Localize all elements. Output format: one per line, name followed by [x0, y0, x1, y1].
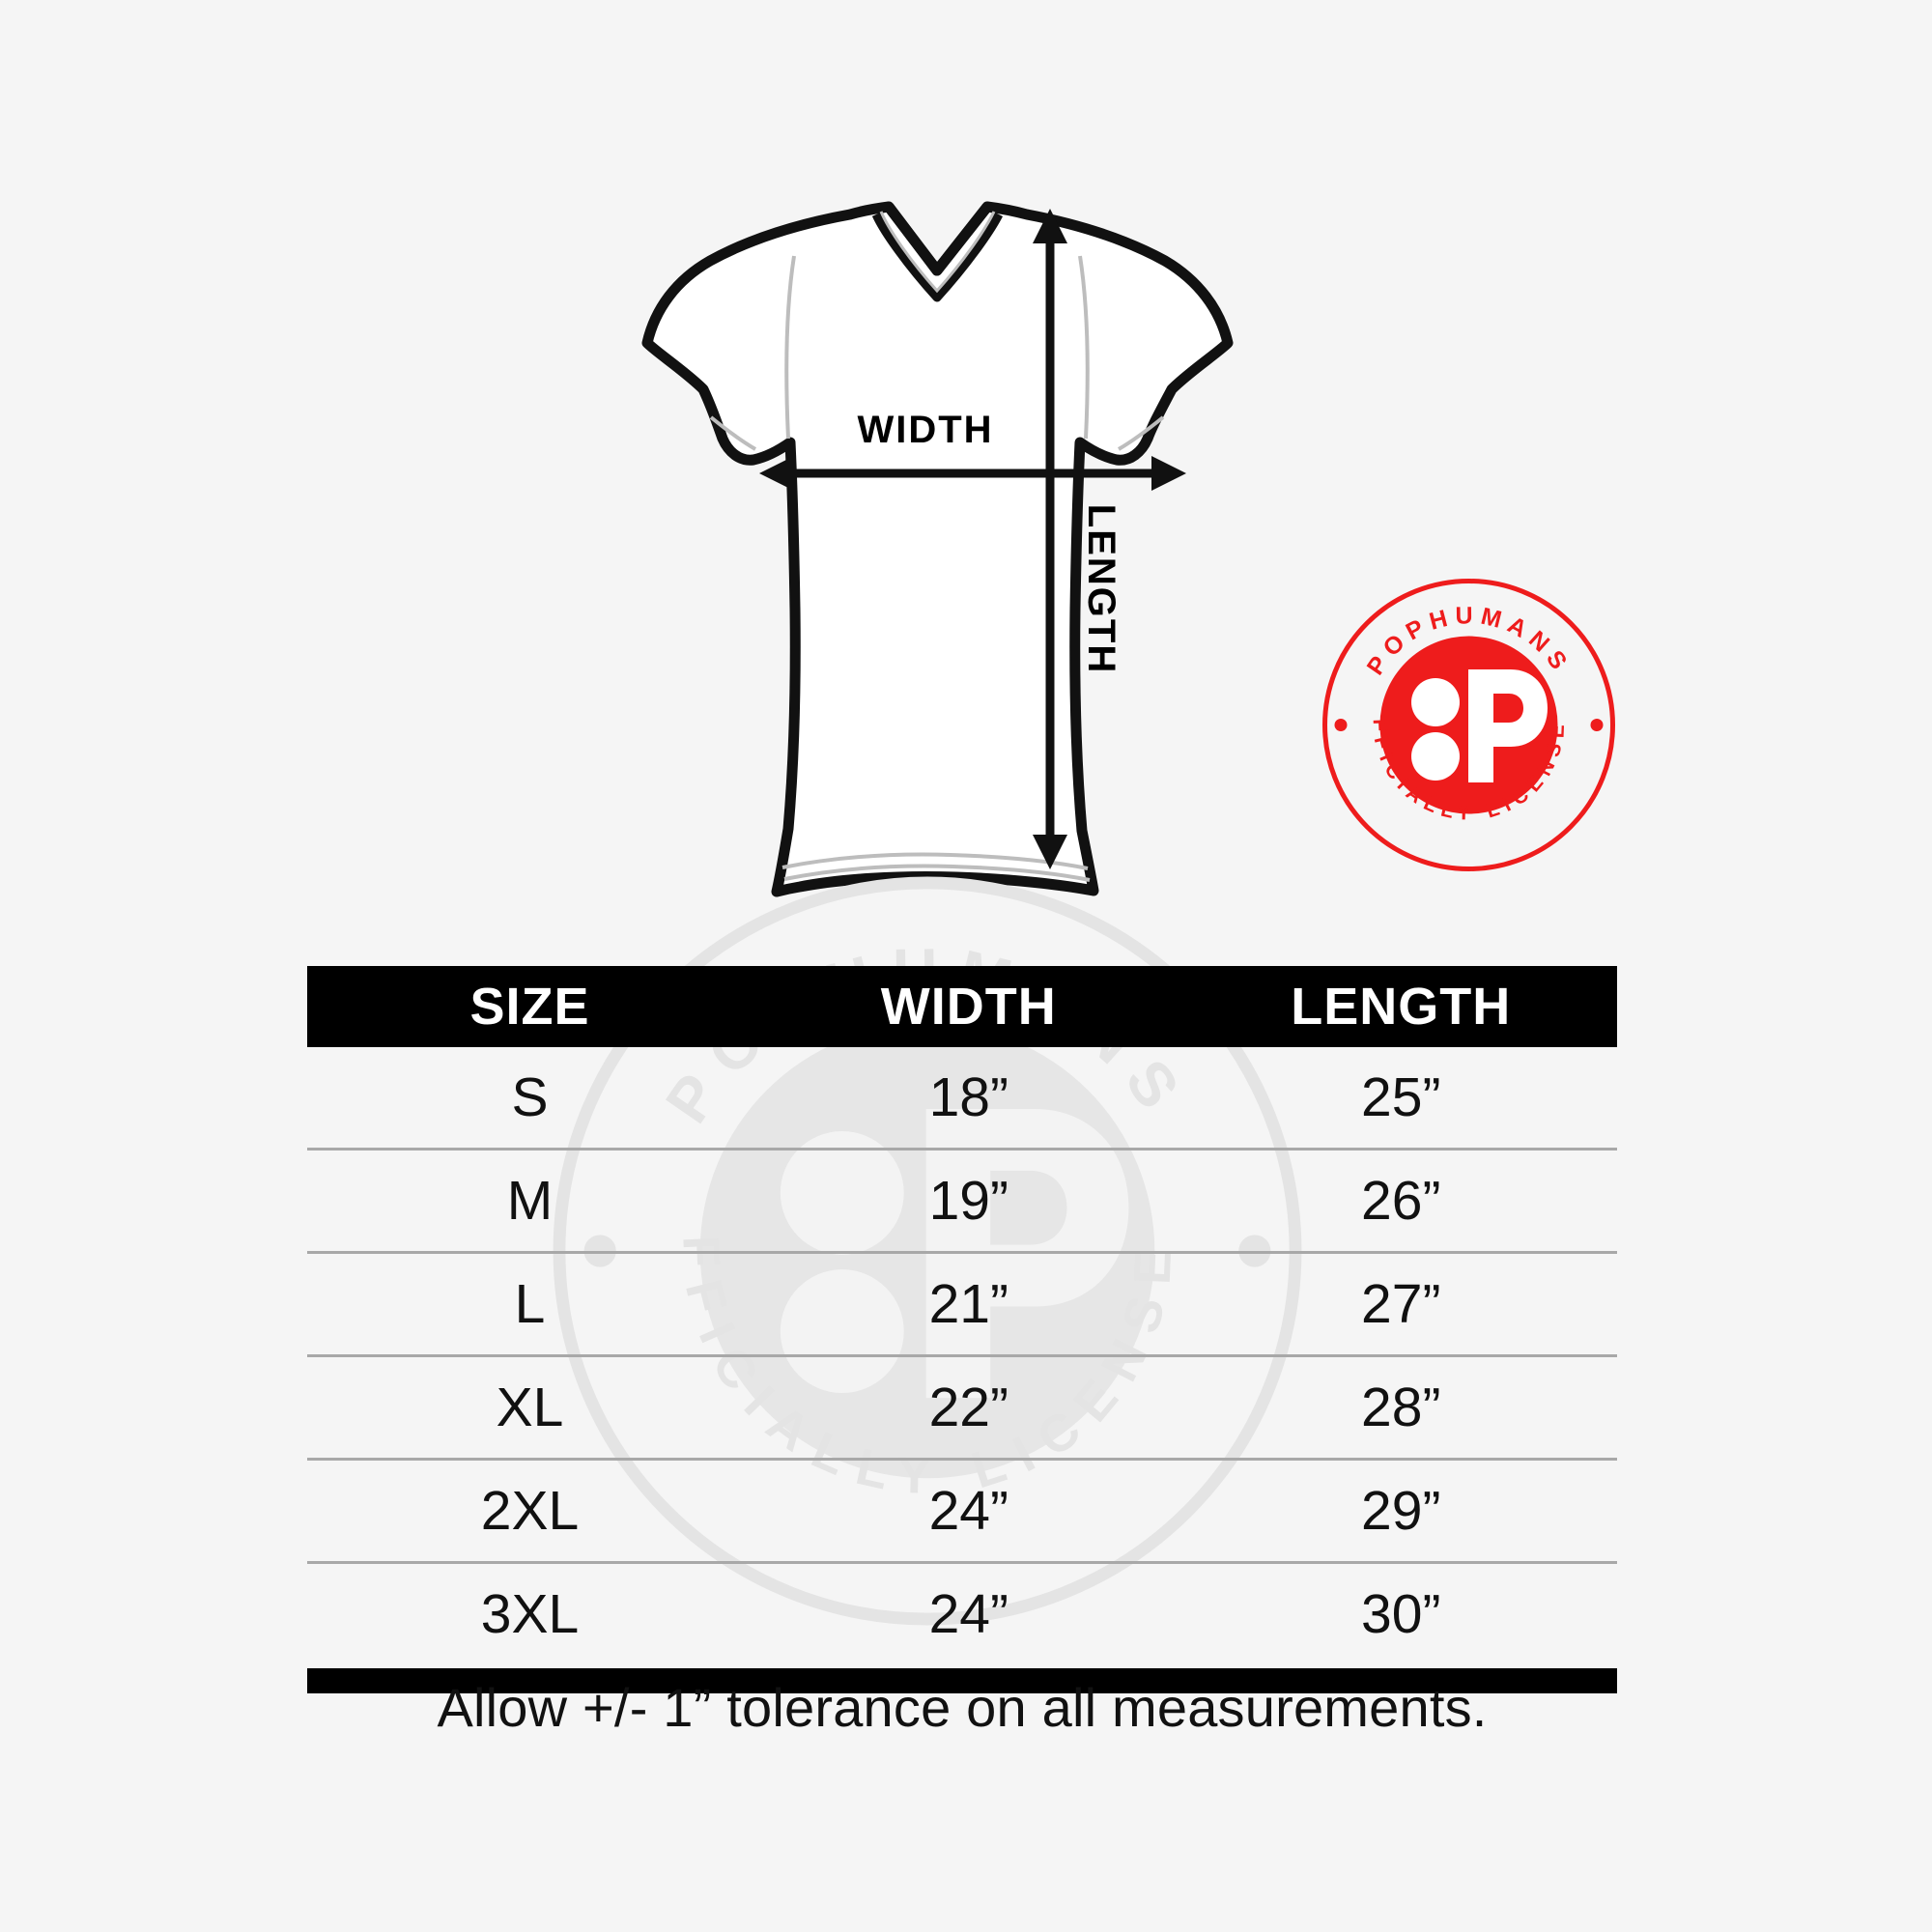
table-header-row: SIZE WIDTH LENGTH	[307, 966, 1617, 1047]
width-measure-arrow	[759, 456, 1186, 491]
cell-length: 29”	[1184, 1459, 1617, 1564]
table-body: S 18” 25” M 19” 26” L 21” 27” XL 22”	[307, 1047, 1617, 1664]
garment-illustration: WIDTH LENGTH	[0, 0, 1932, 956]
table-row: M 19” 26”	[307, 1149, 1617, 1254]
cell-width: 24”	[928, 1583, 1009, 1645]
officially-licensed-badge: POPHUMANS OFFICIALLY LICENSED	[1310, 560, 1616, 872]
cell-width: 18”	[753, 1047, 1185, 1151]
cell-size: S	[307, 1047, 753, 1151]
table-row: 3XL 24” 30”	[307, 1563, 1617, 1665]
table-header: SIZE WIDTH LENGTH	[307, 966, 1617, 1047]
cell-length: 26”	[1184, 1149, 1617, 1254]
table-bottom-bar	[307, 1668, 1617, 1693]
table-row: XL 22” 28”	[307, 1355, 1617, 1461]
cell-width: 22”	[753, 1355, 1185, 1461]
width-label: WIDTH	[857, 409, 993, 451]
cell-width: 19”	[753, 1149, 1185, 1254]
cell-size: L	[307, 1252, 753, 1357]
size-table-container: POPHUMANS OFFICIALLY LICENSED SIZE WIDTH…	[307, 874, 1617, 1693]
tolerance-note: Allow +/- 1” tolerance on all measuremen…	[437, 1677, 1488, 1738]
cell-size: M	[307, 1149, 753, 1254]
cell-length: 28”	[1184, 1355, 1617, 1461]
cell-width: 21”	[753, 1252, 1185, 1357]
pophumans-seal-icon: POPHUMANS OFFICIALLY LICENSED	[1310, 560, 1615, 871]
column-header-width: WIDTH	[753, 966, 1185, 1047]
cell-size: XL	[307, 1355, 753, 1461]
cell-size: 2XL	[307, 1459, 753, 1564]
column-header-length: LENGTH	[1184, 966, 1617, 1047]
tshirt-diagram-icon: WIDTH LENGTH	[641, 201, 1234, 897]
cell-width: 24”	[753, 1459, 1185, 1564]
cell-length: 25”	[1184, 1047, 1617, 1151]
table-row: S 18” 25”	[307, 1047, 1617, 1151]
cell-length: 27”	[1184, 1252, 1617, 1357]
column-header-size: SIZE	[307, 966, 753, 1047]
length-label: LENGTH	[1080, 504, 1122, 674]
table-row: L 21” 27”	[307, 1252, 1617, 1357]
cell-size: 3XL	[480, 1583, 580, 1645]
table-row: 2XL 24” 29”	[307, 1459, 1617, 1564]
cell-length: 30”	[1361, 1583, 1441, 1645]
length-measure-arrow	[1033, 209, 1067, 869]
size-chart-table: SIZE WIDTH LENGTH S 18” 25” M 19” 26” L	[307, 966, 1617, 1664]
